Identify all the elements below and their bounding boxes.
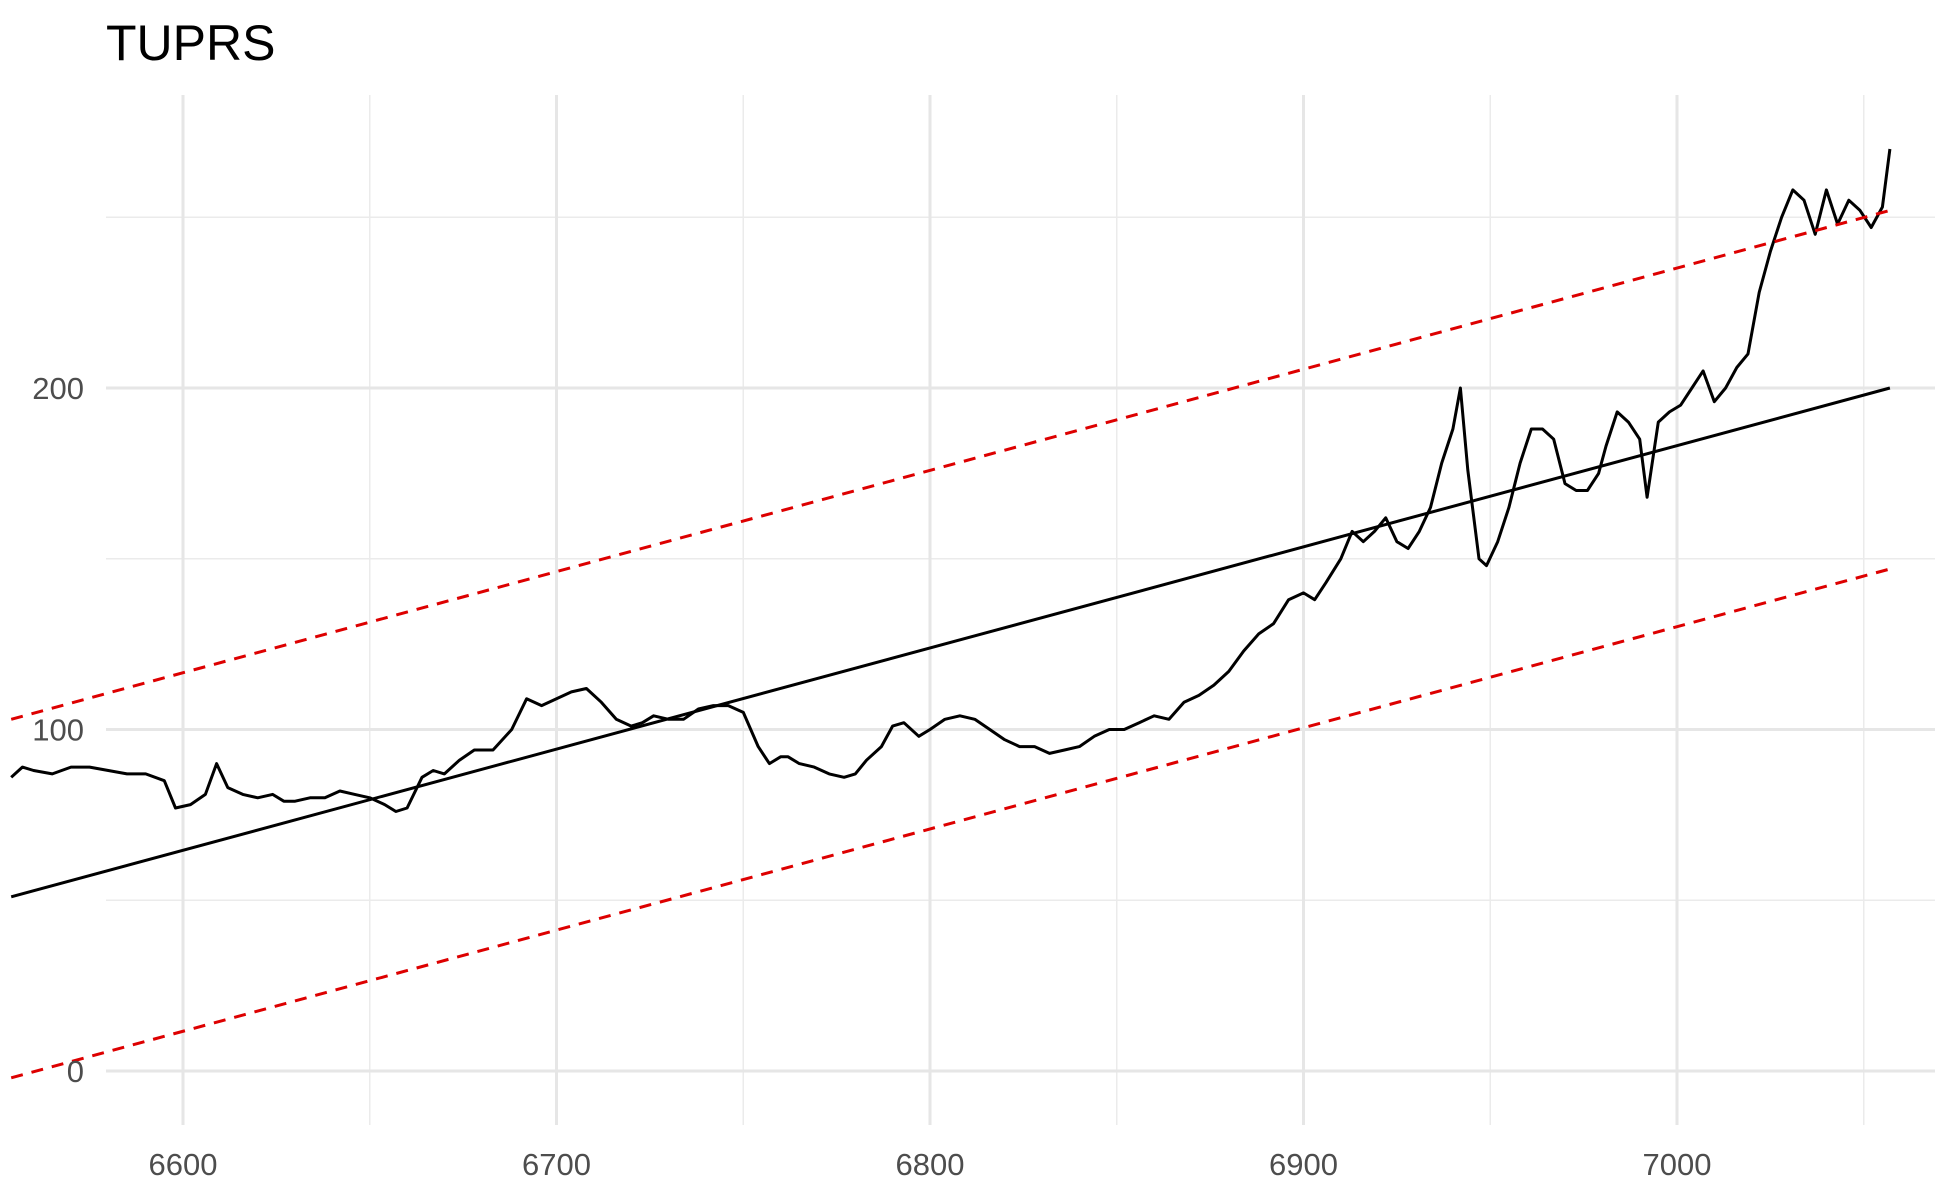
y-axis-labels: 0 100 200 xyxy=(32,371,84,1089)
chart-title: TUPRS xyxy=(106,15,276,71)
x-tick-label: 6700 xyxy=(522,1147,591,1182)
major-grid xyxy=(106,95,1935,1125)
x-tick-label: 6800 xyxy=(896,1147,965,1182)
x-tick-label: 6600 xyxy=(149,1147,218,1182)
x-axis-labels: 6600 6700 6800 6900 7000 xyxy=(149,1147,1712,1182)
price-series-line xyxy=(10,148,1892,813)
series-layer xyxy=(10,148,1892,1080)
minor-grid xyxy=(106,95,1935,1125)
y-tick-label: 100 xyxy=(32,713,84,748)
trend-line xyxy=(10,386,1891,899)
x-tick-label: 7000 xyxy=(1643,1147,1712,1182)
y-tick-label: 0 xyxy=(67,1054,84,1089)
band-line-3 xyxy=(10,567,1891,1080)
y-tick-label: 200 xyxy=(32,371,84,406)
band-line-2 xyxy=(10,208,1891,721)
x-tick-label: 6900 xyxy=(1269,1147,1338,1182)
